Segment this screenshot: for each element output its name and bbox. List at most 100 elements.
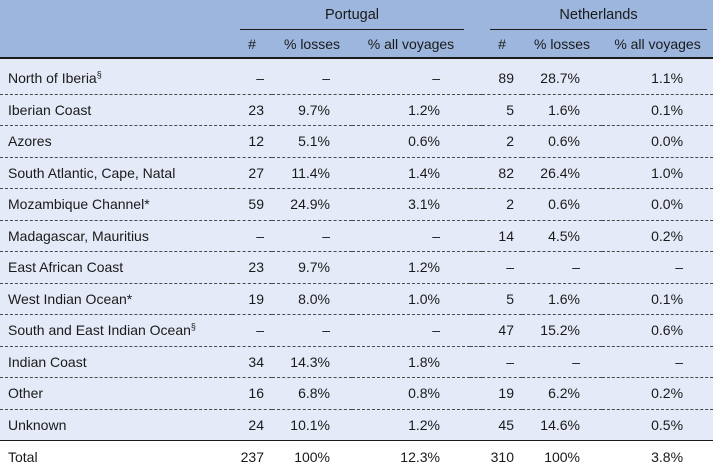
pt-voyages: – — [352, 59, 470, 94]
nl-voyages: 0.6% — [602, 315, 713, 347]
col-header-pt-voyages: % all voyages — [352, 30, 470, 58]
row-label-text: South Atlantic, Cape, Natal — [8, 165, 175, 181]
nl-count: 19 — [482, 378, 522, 410]
nl-voyages: 0.2% — [602, 220, 713, 252]
pt-voyages: – — [352, 315, 470, 347]
col-header-nl-losses: % losses — [522, 30, 602, 58]
col-header-pt-losses: % losses — [272, 30, 352, 58]
row-label: East African Coast — [0, 252, 232, 284]
pt-losses: – — [272, 59, 352, 94]
pt-count: 34 — [232, 346, 272, 378]
pt-count: – — [232, 315, 272, 347]
pt-voyages: 3.1% — [352, 189, 470, 221]
total-nl-losses: 100% — [522, 441, 602, 473]
nl-count: 89 — [482, 59, 522, 94]
nl-losses: – — [522, 346, 602, 378]
column-header-row: # % losses % all voyages # % losses % al… — [0, 30, 713, 58]
row-label: Madagascar, Mauritius — [0, 220, 232, 252]
row-label-text: Iberian Coast — [8, 102, 91, 118]
total-nl-count: 310 — [482, 441, 522, 473]
pt-voyages: 1.2% — [352, 409, 470, 441]
row-label-text: Other — [8, 385, 43, 401]
row-label-text: Mozambique Channel* — [8, 196, 150, 212]
row-label: Unknown — [0, 409, 232, 441]
pt-losses: 6.8% — [272, 378, 352, 410]
row-label-text: West Indian Ocean* — [8, 291, 132, 307]
nl-voyages: 1.0% — [602, 157, 713, 189]
col-header-nl-voyages: % all voyages — [602, 30, 713, 58]
pt-losses: 11.4% — [272, 157, 352, 189]
col-header-nl-count: # — [482, 30, 522, 58]
nl-losses: 26.4% — [522, 157, 602, 189]
row-label: North of Iberia§ — [0, 59, 232, 94]
pt-losses: 24.9% — [272, 189, 352, 221]
nl-voyages: 0.0% — [602, 126, 713, 158]
pt-losses: 14.3% — [272, 346, 352, 378]
nl-losses: 14.6% — [522, 409, 602, 441]
footnote-mark: § — [191, 322, 196, 332]
total-pt-losses: 100% — [272, 441, 352, 473]
pt-voyages: 0.8% — [352, 378, 470, 410]
col-header-pt-count: # — [232, 30, 272, 58]
pt-voyages: 1.2% — [352, 94, 470, 126]
total-pt-count: 237 — [232, 441, 272, 473]
total-pt-voyages: 12.3% — [352, 441, 470, 473]
pt-losses: – — [272, 220, 352, 252]
pt-count: 27 — [232, 157, 272, 189]
pt-count: 16 — [232, 378, 272, 410]
nl-losses: 28.7% — [522, 59, 602, 94]
pt-voyages: 1.2% — [352, 252, 470, 284]
nl-losses: 15.2% — [522, 315, 602, 347]
pt-voyages: 1.8% — [352, 346, 470, 378]
pt-count: 24 — [232, 409, 272, 441]
pt-voyages: 0.6% — [352, 126, 470, 158]
group-header-portugal: Portugal — [232, 0, 470, 30]
corner-cell — [0, 0, 232, 30]
pt-losses: 10.1% — [272, 409, 352, 441]
nl-losses: 0.6% — [522, 189, 602, 221]
nl-voyages: 0.2% — [602, 378, 713, 410]
total-row: Total 237 100% 12.3% 310 100% 3.8% — [0, 441, 713, 473]
pt-voyages: 1.4% — [352, 157, 470, 189]
pt-voyages: 1.0% — [352, 283, 470, 315]
pt-losses: 9.7% — [272, 252, 352, 284]
pt-losses: 8.0% — [272, 283, 352, 315]
nl-voyages: 0.0% — [602, 189, 713, 221]
row-label: Iberian Coast — [0, 94, 232, 126]
nl-count: – — [482, 252, 522, 284]
pt-count: 12 — [232, 126, 272, 158]
group-header-row: Portugal Netherlands — [0, 0, 713, 30]
nl-count: 45 — [482, 409, 522, 441]
nl-losses: 4.5% — [522, 220, 602, 252]
pt-losses: 9.7% — [272, 94, 352, 126]
row-label: South Atlantic, Cape, Natal — [0, 157, 232, 189]
row-label: Other — [0, 378, 232, 410]
row-label-text: South and East Indian Ocean — [8, 322, 191, 338]
row-label-text: Indian Coast — [8, 354, 87, 370]
pt-count: – — [232, 59, 272, 94]
row-label: Mozambique Channel* — [0, 189, 232, 221]
nl-count: 5 — [482, 283, 522, 315]
pt-losses: 5.1% — [272, 126, 352, 158]
nl-count: 2 — [482, 189, 522, 221]
pt-losses: – — [272, 315, 352, 347]
nl-count: 82 — [482, 157, 522, 189]
nl-losses: 1.6% — [522, 94, 602, 126]
group-header-netherlands: Netherlands — [482, 0, 713, 30]
pt-count: 23 — [232, 94, 272, 126]
footnote-mark: § — [97, 70, 102, 80]
row-label: Azores — [0, 126, 232, 158]
nl-count: 47 — [482, 315, 522, 347]
row-label-text: East African Coast — [8, 259, 123, 275]
